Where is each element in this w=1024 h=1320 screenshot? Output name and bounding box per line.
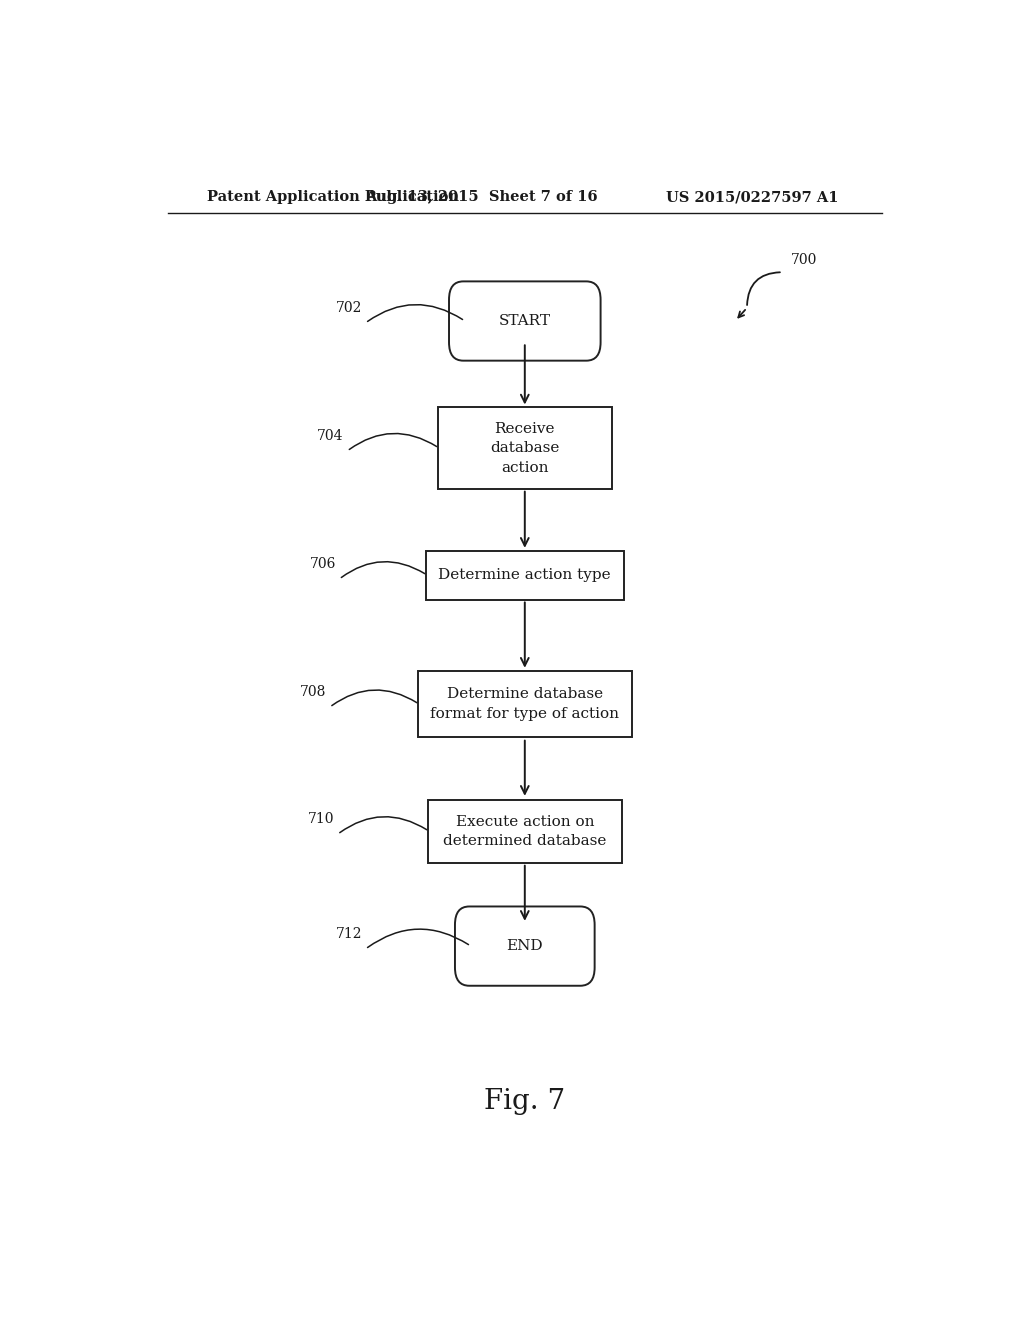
FancyBboxPatch shape <box>437 408 612 488</box>
Text: START: START <box>499 314 551 329</box>
FancyBboxPatch shape <box>428 800 622 863</box>
Text: Determine action type: Determine action type <box>438 568 611 582</box>
Text: 706: 706 <box>309 557 336 572</box>
Text: US 2015/0227597 A1: US 2015/0227597 A1 <box>666 190 839 205</box>
Text: Patent Application Publication: Patent Application Publication <box>207 190 460 205</box>
Text: 710: 710 <box>308 812 334 826</box>
Text: Fig. 7: Fig. 7 <box>484 1088 565 1115</box>
Text: END: END <box>507 939 543 953</box>
FancyBboxPatch shape <box>455 907 595 986</box>
Text: 708: 708 <box>300 685 327 700</box>
Text: 702: 702 <box>336 301 362 314</box>
FancyBboxPatch shape <box>418 671 632 738</box>
Text: 704: 704 <box>317 429 344 444</box>
Text: Aug. 13, 2015  Sheet 7 of 16: Aug. 13, 2015 Sheet 7 of 16 <box>365 190 597 205</box>
Text: Receive
database
action: Receive database action <box>490 421 559 475</box>
Text: Execute action on
determined database: Execute action on determined database <box>443 814 606 847</box>
FancyBboxPatch shape <box>449 281 601 360</box>
Text: 700: 700 <box>791 253 817 267</box>
Text: 712: 712 <box>336 927 362 941</box>
FancyBboxPatch shape <box>426 550 624 599</box>
Text: Determine database
format for type of action: Determine database format for type of ac… <box>430 688 620 721</box>
